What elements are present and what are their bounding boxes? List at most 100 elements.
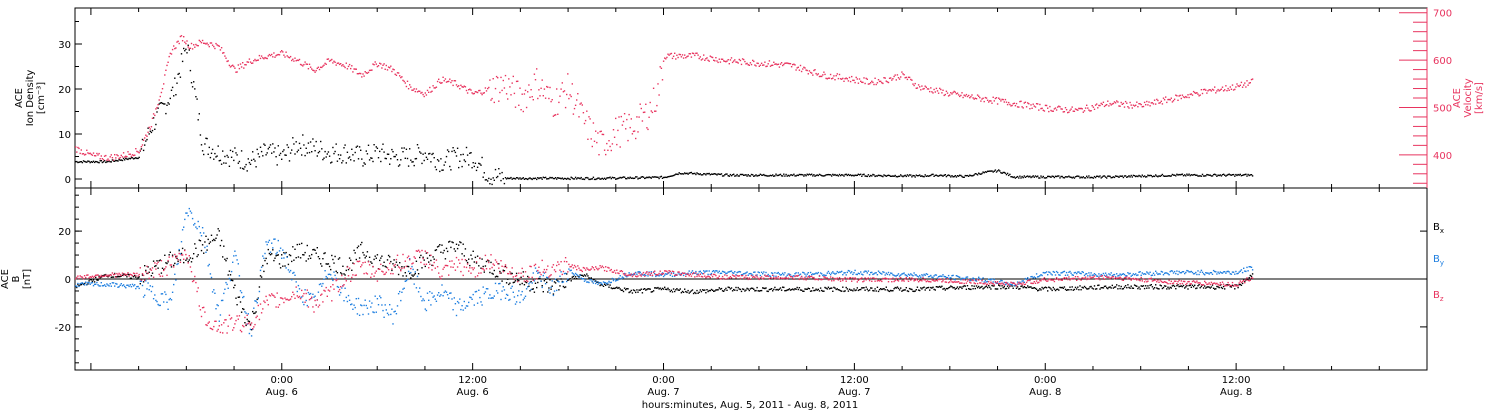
bx-point	[900, 287, 902, 289]
by-point	[1042, 271, 1044, 274]
bx-point	[713, 290, 715, 292]
velocity-point	[1170, 97, 1172, 99]
bx-point	[453, 248, 455, 250]
by-point	[589, 279, 591, 281]
bz-point	[208, 321, 210, 323]
by-point	[189, 210, 192, 212]
density-point	[655, 176, 657, 178]
bz-point	[395, 258, 398, 261]
bx-point	[1197, 285, 1199, 287]
by-point	[1171, 270, 1174, 272]
density-point	[790, 174, 793, 176]
density-point	[293, 143, 295, 145]
bx-point	[586, 273, 588, 275]
by-point	[965, 276, 968, 278]
bx-point	[976, 286, 979, 289]
bx-point	[1198, 284, 1200, 286]
bz-point	[100, 274, 102, 277]
bx-point	[305, 260, 307, 262]
bz-point	[321, 293, 323, 295]
by-point	[234, 250, 236, 252]
by-point	[797, 272, 799, 274]
velocity-point	[269, 54, 272, 57]
bz-point	[90, 276, 92, 278]
density-point	[120, 159, 122, 161]
by-point	[659, 274, 661, 276]
velocity-point	[766, 65, 768, 67]
bx-point	[460, 241, 462, 244]
bx-point	[876, 286, 879, 288]
by-point	[1024, 277, 1027, 280]
density-point	[893, 175, 895, 177]
density-point	[327, 151, 330, 153]
bx-point	[282, 265, 284, 267]
bz-point	[713, 273, 715, 276]
bx-point	[365, 255, 367, 257]
bz-point	[520, 272, 522, 274]
by-point	[538, 271, 540, 274]
bz-point	[328, 290, 331, 292]
bx-point	[469, 264, 471, 267]
density-point	[745, 174, 747, 176]
bx-point	[288, 254, 291, 256]
by-point	[665, 273, 667, 275]
bx-point	[1212, 287, 1215, 289]
by-point	[1188, 271, 1190, 273]
density-point	[392, 151, 394, 153]
bx-point	[1028, 286, 1030, 289]
bz-point	[710, 274, 713, 276]
bx-point	[494, 276, 497, 278]
bz-point	[628, 274, 630, 276]
by-point	[699, 270, 701, 272]
velocity-point	[1101, 103, 1103, 106]
bz-point	[690, 275, 693, 277]
bx-point	[435, 249, 438, 251]
bz-point	[602, 266, 605, 269]
bx-point	[497, 275, 499, 278]
bz-point	[91, 275, 94, 277]
by-point	[893, 274, 895, 277]
velocity-point	[159, 95, 161, 98]
velocity-point	[1199, 94, 1201, 96]
by-point	[700, 272, 703, 274]
bx-point	[684, 288, 686, 290]
velocity-point	[942, 89, 944, 91]
density-point	[725, 173, 727, 175]
density-point	[901, 175, 903, 177]
density-point	[402, 151, 404, 153]
by-point	[500, 298, 502, 301]
bx-point	[223, 245, 225, 247]
bz-point	[645, 272, 647, 274]
velocity-point	[361, 76, 363, 78]
by-point	[852, 273, 854, 276]
by-point	[351, 303, 353, 305]
velocity-point	[621, 124, 624, 126]
bx-point	[721, 290, 724, 292]
bx-point	[1058, 289, 1060, 291]
velocity-point	[1226, 90, 1228, 92]
density-point	[206, 137, 208, 140]
by-point	[474, 291, 477, 293]
bx-point	[627, 288, 629, 290]
velocity-point	[1078, 107, 1080, 110]
density-point	[636, 176, 638, 178]
bz-point	[430, 254, 432, 256]
by-point	[485, 288, 488, 290]
velocity-point	[343, 65, 345, 67]
bx-point	[611, 287, 614, 290]
bx-point	[114, 272, 116, 275]
bx-point	[166, 262, 168, 265]
density-point	[507, 177, 509, 179]
velocity-point	[1098, 104, 1100, 107]
velocity-point	[518, 104, 520, 106]
bz-point	[592, 267, 595, 269]
by-point	[1116, 273, 1118, 275]
density-point	[529, 177, 531, 179]
bz-point	[551, 266, 553, 268]
by-point	[900, 274, 902, 276]
velocity-point	[593, 140, 596, 142]
density-point	[637, 178, 639, 180]
velocity-point	[360, 72, 362, 75]
bz-point	[164, 268, 166, 270]
density-point	[888, 174, 891, 177]
